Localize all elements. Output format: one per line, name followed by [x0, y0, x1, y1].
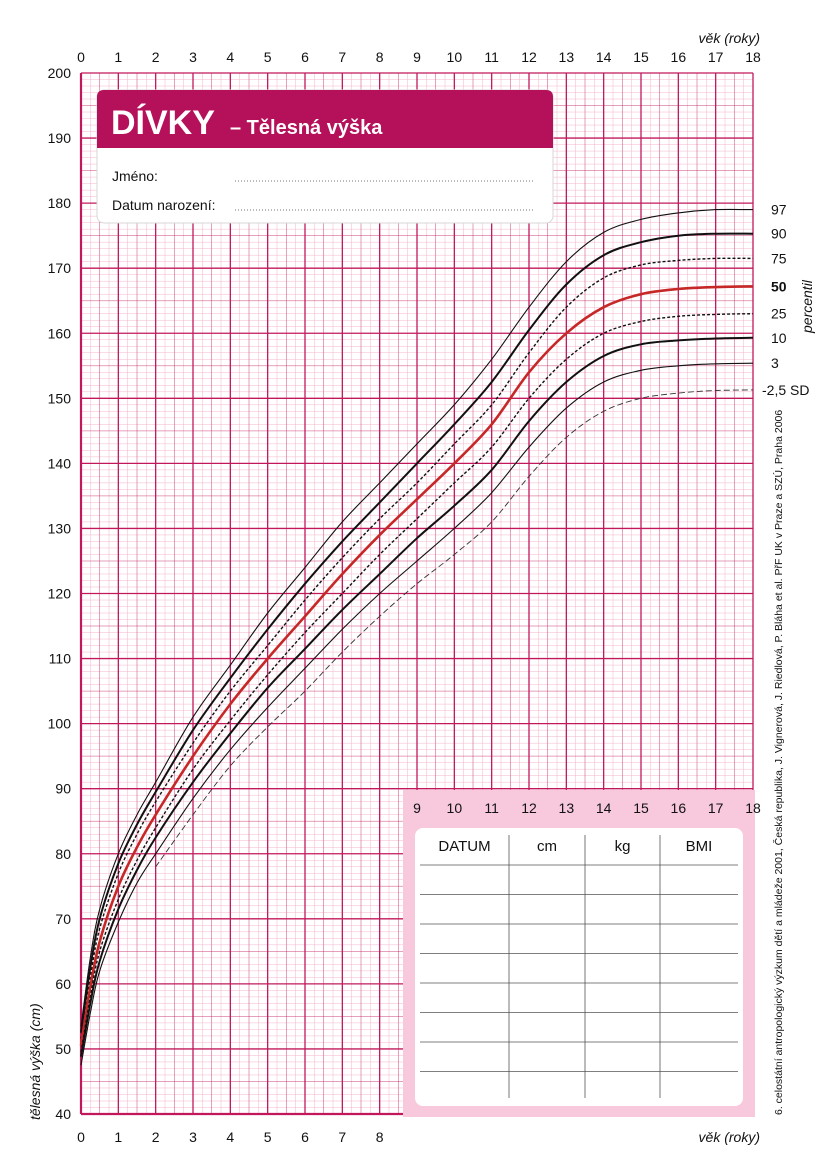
x-tick-top: 7	[338, 49, 346, 65]
y-tick: 130	[48, 520, 72, 536]
x-tick-top: 1	[114, 49, 122, 65]
x-tick-bottom: 6	[301, 1129, 309, 1145]
x-tick-inner: 10	[447, 800, 463, 816]
x-tick-top: 3	[189, 49, 197, 65]
x-tick-bottom: 0	[77, 1129, 85, 1145]
y-tick: 140	[48, 455, 72, 471]
x-tick-top: 18	[745, 49, 761, 65]
percentile-label: 3	[771, 355, 779, 371]
x-tick-top: 17	[708, 49, 724, 65]
header-title-rest: – Tělesná výška	[230, 117, 383, 139]
percentile-curve-25	[80, 313, 754, 1053]
y-axis-title: tělesná výška (cm)	[27, 1003, 43, 1120]
header-card: DÍVKY – Tělesná výška Jméno: Datum naroz…	[96, 89, 554, 224]
percentile-label: 50	[771, 278, 787, 294]
percentile-label: 25	[771, 306, 787, 322]
percentile-label: 10	[771, 330, 787, 346]
percentile-curve-90	[80, 232, 754, 1033]
x-tick-top: 14	[596, 49, 612, 65]
y-tick: 100	[48, 716, 72, 732]
inner-age-ticks: 9 10 11 12 13 14 15 16 17 18	[413, 800, 761, 816]
x-tick-inner: 16	[671, 800, 687, 816]
x-tick-top: 6	[301, 49, 309, 65]
x-tick-top: 8	[376, 49, 384, 65]
percentile-curve-75	[80, 257, 754, 1040]
x-tick-top: 2	[152, 49, 160, 65]
y-tick: 80	[55, 846, 71, 862]
x-tick-inner: 9	[413, 800, 421, 816]
percentile-label: 90	[771, 226, 787, 242]
y-tick: 150	[48, 390, 72, 406]
x-tick-inner: 14	[596, 800, 612, 816]
percentile-curve-50	[79, 285, 754, 1046]
percentil-label: percentil	[799, 279, 815, 334]
percentile-curve-97	[80, 208, 754, 1027]
y-tick: 200	[48, 65, 72, 81]
x-tick-top: 15	[633, 49, 649, 65]
y-tick: 160	[48, 325, 72, 341]
percentile-label: 97	[771, 202, 787, 218]
y-tick: 190	[48, 130, 72, 146]
name-field-label: Jméno:	[112, 168, 158, 184]
x-tick-inner: 18	[745, 800, 761, 816]
x-tick-inner: 15	[633, 800, 649, 816]
y-tick: 170	[48, 260, 72, 276]
x-tick-bottom: 1	[114, 1129, 122, 1145]
y-tick: 60	[55, 976, 71, 992]
birth-field-label: Datum narození:	[112, 197, 216, 213]
header-title-bold: DÍVKY	[111, 104, 215, 142]
percentile-label: -2,5 SD	[762, 382, 809, 398]
record-table-grid: DATUM cm kg BMI	[420, 835, 738, 1098]
x-axis-title-bottom: věk (roky)	[699, 1129, 760, 1145]
x-tick-top: 0	[77, 49, 85, 65]
percentile-labels: 97 90 75 50 25 10 3 -2,5 SD	[762, 202, 809, 398]
percentile-curve-10	[80, 336, 754, 1057]
percentile-curve-3	[80, 362, 754, 1066]
x-axis-title-top: věk (roky)	[699, 30, 760, 46]
y-tick: 120	[48, 586, 72, 602]
source-footnote: 6. celostátní antropologický výzkum dětí…	[773, 409, 785, 1115]
x-tick-top: 13	[559, 49, 575, 65]
x-tick-bottom: 5	[264, 1129, 272, 1145]
record-table-header: BMI	[686, 838, 713, 855]
y-tick: 40	[55, 1106, 71, 1122]
x-tick-top: 16	[671, 49, 687, 65]
record-table: 9 10 11 12 13 14 15 16 17 18 DATUM cm kg BMI	[403, 790, 761, 1117]
x-tick-top: 4	[226, 49, 234, 65]
x-tick-inner: 12	[521, 800, 537, 816]
x-tick-top: 12	[521, 49, 537, 65]
x-tick-bottom: 4	[226, 1129, 234, 1145]
header-banner	[97, 90, 553, 148]
percentile-curves	[79, 208, 754, 1066]
y-tick: 110	[49, 651, 72, 667]
record-table-header: cm	[537, 838, 557, 855]
percentile-curve--2-5-SD	[155, 389, 754, 868]
x-tick-inner: 13	[559, 800, 575, 816]
x-tick-top: 9	[413, 49, 421, 65]
y-tick: 90	[55, 781, 71, 797]
y-tick: 50	[55, 1041, 71, 1057]
x-tick-inner: 11	[484, 800, 499, 816]
axis-ticks: 0 1 2 3 4 5 6 7 8 9 10 11 12 13 14 15 16 17 180 1 2 3 4 5 6 7 8405…	[48, 49, 761, 1145]
x-tick-inner: 17	[708, 800, 724, 816]
record-table-header: kg	[615, 838, 631, 855]
x-tick-top: 11	[484, 49, 499, 65]
percentile-label: 75	[771, 250, 787, 266]
y-tick: 70	[55, 911, 71, 927]
x-tick-bottom: 7	[338, 1129, 346, 1145]
x-tick-bottom: 2	[152, 1129, 160, 1145]
x-tick-bottom: 3	[189, 1129, 197, 1145]
x-tick-top: 5	[264, 49, 272, 65]
x-tick-top: 10	[447, 49, 463, 65]
record-table-header: DATUM	[438, 838, 490, 855]
y-tick: 180	[48, 195, 72, 211]
x-tick-bottom: 8	[376, 1129, 384, 1145]
record-table-card	[415, 828, 743, 1106]
